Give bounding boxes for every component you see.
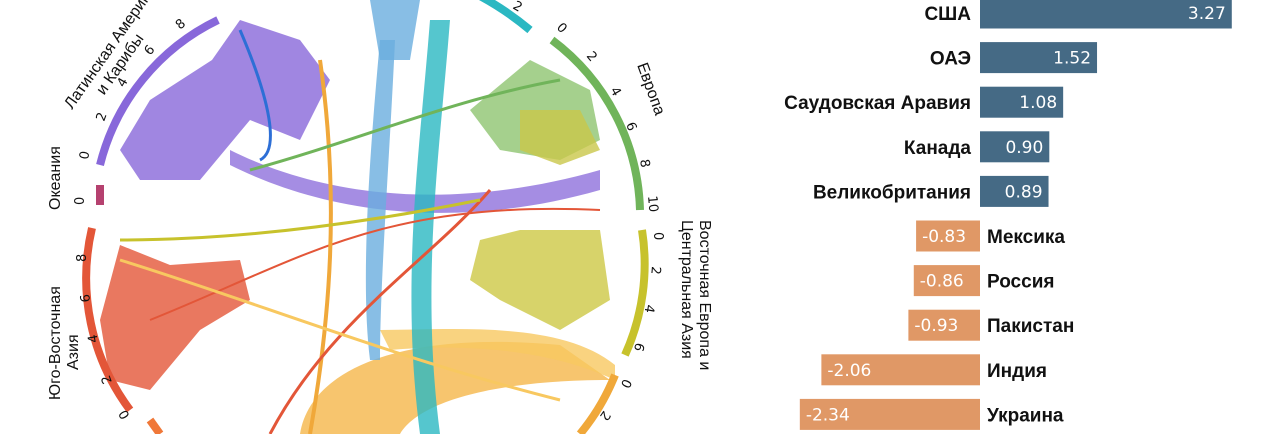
bar-value-label: -0.86: [920, 272, 964, 292]
ribbon: [300, 341, 610, 434]
bar-layer: 3.27 США 1.52 ОАЭ 1.08 Саудовская Аравия 0.90 К…: [784, 0, 1232, 430]
tick-latin-2: 2: [94, 110, 111, 123]
ribbon: [238, 29, 272, 162]
region-label-eastern-europe-line2: Центральная Азия: [678, 220, 695, 359]
ribbon: [100, 245, 250, 390]
region-label-southeast-asia-line1: Юго-Восточная: [47, 286, 64, 400]
bar-value-label: 3.27: [1188, 4, 1226, 24]
bar: [980, 175, 1049, 207]
category-label: Индия: [987, 361, 1047, 382]
region-label-eastern-europe-line1: Восточная Европа и: [696, 220, 713, 370]
tick-latin-4: 4: [114, 75, 131, 90]
bar: [913, 265, 980, 297]
ribbon: [370, 0, 420, 60]
arc-latin-america: [96, 16, 220, 166]
bar-value-label: 0.90: [1005, 138, 1043, 158]
category-label: Саудовская Аравия: [784, 93, 971, 114]
bar-value-label: 1.52: [1053, 49, 1091, 69]
bar: [980, 42, 1098, 74]
tick-europe-8: 8: [636, 158, 652, 169]
tick-ee-2: 2: [647, 266, 663, 276]
bar: [980, 131, 1050, 163]
tick-europe-10: 10: [644, 195, 660, 213]
arc-southeast-asia: [82, 227, 134, 413]
tick-europe-2: 2: [583, 49, 600, 65]
ribbon: [470, 230, 610, 330]
bar: [980, 86, 1064, 118]
tick-sea-8: 8: [75, 254, 90, 262]
category-label: Великобритания: [813, 182, 971, 203]
ribbon: [268, 189, 492, 434]
ribbon: [520, 110, 600, 165]
tick-sea-4: 4: [86, 333, 102, 344]
chord-ribbons: [100, 0, 615, 434]
bar-value-label: -0.83: [922, 227, 966, 247]
ribbon: [249, 78, 561, 172]
ribbon: [308, 59, 333, 434]
bar-value-label: -0.93: [914, 316, 958, 336]
region-label-oceania: Океания: [47, 146, 64, 210]
ribbon: [119, 198, 481, 242]
tick-europe-0: 0: [553, 20, 569, 36]
tick-oceania-0: 0: [73, 197, 88, 205]
category-label: Канада: [904, 138, 971, 159]
chord-diagram: Европа Океания Латинская Америка и Кариб…: [47, 0, 713, 434]
bar-value-label: -2.06: [827, 361, 871, 381]
ribbon: [365, 40, 395, 360]
ribbon: [149, 207, 601, 321]
ribbon: [380, 329, 615, 380]
ribbon: [120, 20, 330, 180]
tick-ee-6: 6: [630, 341, 647, 353]
bar: [821, 354, 980, 386]
bar-value-label: 1.08: [1019, 93, 1057, 113]
tick-ee-4: 4: [641, 303, 657, 314]
chord-arcs: [82, 0, 649, 434]
tick-sea-6: 6: [78, 293, 94, 303]
tick-europe-6: 6: [622, 120, 639, 133]
category-label: Россия: [987, 272, 1054, 293]
category-label: ОАЭ: [930, 49, 971, 70]
arc-southeast-asia-low: [146, 417, 164, 434]
region-label-europe: Европа: [633, 61, 668, 118]
region-label-latin-america-line1: Латинская Америка: [61, 0, 159, 112]
arc-top-teal: [478, 0, 533, 34]
bar-chart: 3.27 США 1.52 ОАЭ 1.08 Саудовская Аравия 0.90 К…: [784, 0, 1232, 430]
bar: [916, 220, 980, 252]
arc-south-asia: [576, 373, 619, 434]
tick-latin-6: 6: [142, 43, 159, 59]
tick-sa-0: 0: [617, 376, 634, 390]
tick-latin-8: 8: [173, 16, 189, 33]
region-label-southeast-asia-line2: Азия: [65, 334, 82, 370]
tick-ee-0: 0: [650, 232, 665, 240]
tick-latin-0: 0: [77, 150, 93, 161]
category-label: США: [924, 4, 971, 25]
bar: [908, 309, 980, 341]
ribbon: [411, 20, 450, 434]
ribbon: [230, 150, 600, 213]
bar: [980, 0, 1232, 29]
category-label: Украина: [987, 405, 1064, 426]
category-label: Пакистан: [987, 316, 1074, 337]
category-label: Мексика: [987, 227, 1065, 248]
bar: [799, 398, 980, 430]
ribbon: [119, 258, 561, 402]
arc-europe: [549, 36, 644, 211]
arc-eastern-europe: [621, 229, 649, 357]
bar-value-label: 0.89: [1005, 182, 1043, 202]
bar-value-label: -2.34: [806, 405, 850, 425]
